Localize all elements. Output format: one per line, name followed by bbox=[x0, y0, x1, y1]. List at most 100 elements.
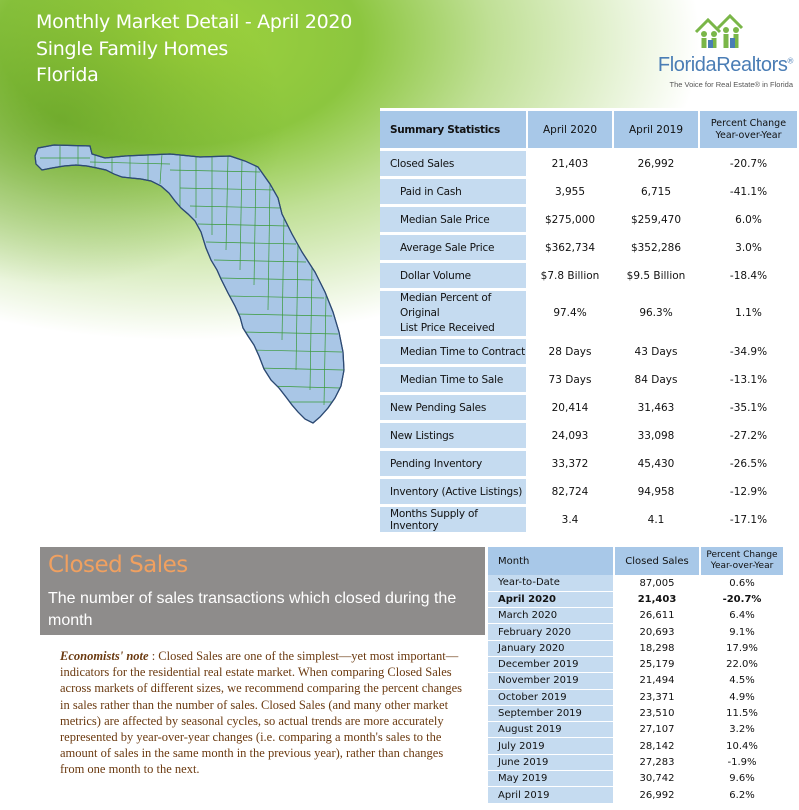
summary-row-label: New Pending Sales bbox=[380, 395, 528, 420]
summary-value-april-2020: 73 Days bbox=[528, 367, 614, 392]
monthly-closed-sales: 21,494 bbox=[614, 672, 701, 690]
summary-row-label: Inventory (Active Listings) bbox=[380, 479, 528, 504]
summary-row: Median Time to Sale 73 Days 84 Days -13.1% bbox=[380, 367, 799, 392]
monthly-month: May 2019 bbox=[488, 770, 615, 788]
monthly-closed-sales: 18,298 bbox=[614, 640, 701, 657]
summary-value-april-2019: $9.5 Billion bbox=[614, 263, 700, 288]
monthly-closed-sales: 27,107 bbox=[614, 721, 701, 738]
monthly-pct-change: -1.9% bbox=[700, 754, 785, 771]
houses-people-icon bbox=[694, 13, 744, 48]
summary-value-april-2020: 24,093 bbox=[528, 423, 614, 448]
logo-tagline: The Voice for Real Estate® in Florida bbox=[669, 80, 793, 89]
summary-value-pct-change: -34.9% bbox=[700, 339, 799, 364]
economists-note: Economists' note : Closed Sales are one … bbox=[60, 648, 470, 778]
summary-value-april-2019: 96.3% bbox=[614, 291, 700, 336]
summary-value-pct-change: 6.0% bbox=[700, 207, 799, 232]
monthly-row: May 2019 30,742 9.6% bbox=[488, 770, 785, 788]
monthly-row: September 2019 23,510 11.5% bbox=[488, 705, 785, 723]
summary-value-pct-change: -13.1% bbox=[700, 367, 799, 392]
summary-row-label: Median Time to Contract bbox=[380, 339, 528, 364]
monthly-pct-change: 9.1% bbox=[700, 623, 785, 641]
summary-value-april-2020: 3,955 bbox=[528, 179, 614, 204]
monthly-row: October 2019 23,371 4.9% bbox=[488, 689, 785, 706]
summary-row: Closed Sales 21,403 26,992 -20.7% bbox=[380, 151, 799, 176]
monthly-header-row: Month Closed Sales Percent Change Year-ov… bbox=[488, 547, 785, 575]
summary-row-label: Dollar Volume bbox=[380, 263, 528, 288]
summary-value-april-2020: 28 Days bbox=[528, 339, 614, 364]
monthly-month: January 2020 bbox=[488, 640, 615, 657]
monthly-closed-sales: 26,992 bbox=[614, 786, 701, 804]
summary-header-col1: April 2020 bbox=[528, 111, 614, 148]
summary-row: Average Sale Price $362,734 $352,286 3.0% bbox=[380, 235, 799, 260]
monthly-row: November 2019 21,494 4.5% bbox=[488, 672, 785, 690]
summary-value-april-2019: 94,958 bbox=[614, 479, 700, 504]
summary-value-april-2019: 45,430 bbox=[614, 451, 700, 476]
summary-row: Median Percent of Original List Price Rec… bbox=[380, 291, 799, 336]
summary-row: Months Supply of Inventory 3.4 4.1 -17.1% bbox=[380, 507, 799, 532]
monthly-closed-sales: 21,403 bbox=[614, 591, 701, 608]
summary-header-pct: Percent Change Year-over-Year bbox=[700, 111, 799, 148]
monthly-month: September 2019 bbox=[488, 705, 615, 723]
monthly-month: April 2020 bbox=[488, 591, 615, 609]
monthly-month: Year-to-Date bbox=[488, 575, 615, 592]
summary-row: Pending Inventory 33,372 45,430 -26.5% bbox=[380, 451, 799, 476]
summary-value-april-2019: 84 Days bbox=[614, 367, 700, 392]
summary-value-april-2019: 33,098 bbox=[614, 423, 700, 448]
monthly-pct-change: 0.6% bbox=[700, 575, 785, 592]
summary-value-april-2019: 6,715 bbox=[614, 179, 700, 204]
monthly-pct-change: 3.2% bbox=[700, 721, 785, 738]
monthly-closed-sales: 20,693 bbox=[614, 623, 701, 641]
summary-value-april-2020: 21,403 bbox=[528, 151, 614, 176]
monthly-month: June 2019 bbox=[488, 754, 615, 772]
note-label: Economists' note bbox=[60, 649, 149, 663]
summary-value-pct-change: -26.5% bbox=[700, 451, 799, 476]
summary-row: New Listings 24,093 33,098 -27.2% bbox=[380, 423, 799, 448]
monthly-month: April 2019 bbox=[488, 786, 615, 804]
monthly-pct-change: -20.7% bbox=[700, 591, 785, 608]
monthly-row: December 2019 25,179 22.0% bbox=[488, 656, 785, 674]
summary-row: Paid in Cash 3,955 6,715 -41.1% bbox=[380, 179, 799, 204]
monthly-row: Year-to-Date 87,005 0.6% bbox=[488, 575, 785, 592]
summary-row-label: New Listings bbox=[380, 423, 528, 448]
monthly-closed-sales: 26,611 bbox=[614, 607, 701, 624]
monthly-month: October 2019 bbox=[488, 689, 615, 706]
summary-value-april-2020: 82,724 bbox=[528, 479, 614, 504]
florida-county-map bbox=[34, 144, 345, 424]
section-title: Closed Sales bbox=[40, 547, 485, 583]
monthly-header-month: Month bbox=[488, 547, 615, 575]
summary-value-april-2020: $275,000 bbox=[528, 207, 614, 232]
summary-value-pct-change: 1.1% bbox=[700, 291, 799, 336]
monthly-closed-sales: 23,371 bbox=[614, 689, 701, 706]
summary-header-row: Summary Statistics April 2020 April 2019… bbox=[380, 111, 799, 148]
monthly-closed-sales-table: Month Closed Sales Percent Change Year-ov… bbox=[488, 547, 785, 804]
summary-value-april-2019: $352,286 bbox=[614, 235, 700, 260]
florida-realtors-logo: FloridaRealtors® The Voice for Real Esta… bbox=[648, 8, 793, 96]
monthly-pct-change: 22.0% bbox=[700, 656, 785, 673]
summary-header-label: Summary Statistics bbox=[380, 111, 528, 148]
monthly-closed-sales: 23,510 bbox=[614, 705, 701, 722]
summary-row-label: Median Time to Sale bbox=[380, 367, 528, 392]
monthly-row: April 2020 21,403 -20.7% bbox=[488, 591, 785, 609]
monthly-month: August 2019 bbox=[488, 721, 615, 739]
monthly-pct-change: 6.4% bbox=[700, 607, 785, 624]
summary-value-april-2020: $7.8 Billion bbox=[528, 263, 614, 288]
section-description: The number of sales transactions which c… bbox=[40, 583, 485, 635]
summary-row-label: Median Sale Price bbox=[380, 207, 528, 232]
summary-row: Median Sale Price $275,000 $259,470 6.0% bbox=[380, 207, 799, 232]
monthly-closed-sales: 25,179 bbox=[614, 656, 701, 673]
summary-value-april-2020: 20,414 bbox=[528, 395, 614, 420]
monthly-pct-change: 6.2% bbox=[700, 786, 785, 804]
monthly-pct-change: 4.9% bbox=[700, 689, 785, 706]
monthly-pct-change: 9.6% bbox=[700, 770, 785, 787]
summary-value-pct-change: -20.7% bbox=[700, 151, 799, 176]
summary-row: Inventory (Active Listings) 82,724 94,958-… bbox=[380, 479, 799, 504]
summary-row-label: Paid in Cash bbox=[380, 179, 528, 204]
page-title: Monthly Market Detail - April 2020 bbox=[36, 11, 352, 33]
monthly-header-pct: Percent Change Year-over-Year bbox=[700, 547, 785, 575]
summary-row-label: Closed Sales bbox=[380, 151, 528, 176]
summary-value-april-2019: $259,470 bbox=[614, 207, 700, 232]
summary-value-pct-change: -41.1% bbox=[700, 179, 799, 204]
summary-header-col2: April 2019 bbox=[614, 111, 700, 148]
summary-value-pct-change: -35.1% bbox=[700, 395, 799, 420]
monthly-pct-change: 4.5% bbox=[700, 672, 785, 690]
